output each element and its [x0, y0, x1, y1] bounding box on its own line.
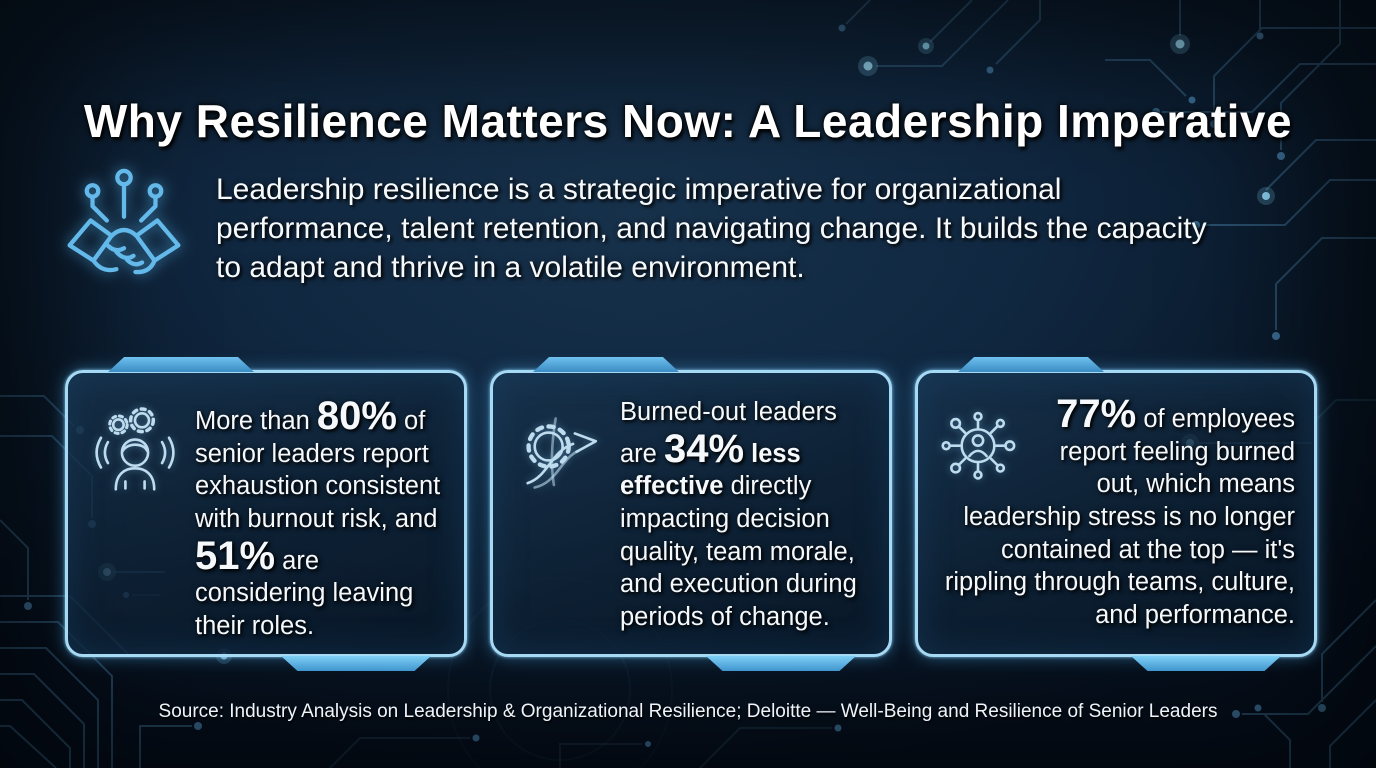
stat-card-leader-effectiveness: Burned-out leaders are 34% less effectiv… [489, 357, 893, 672]
stat-card-text: 77% of employees report feeling burned o… [944, 392, 1295, 629]
card-bottom-accent [1131, 656, 1281, 671]
slide-title: Why Resilience Matters Now: A Leadership… [83, 95, 1293, 147]
network-spread-icon [941, 411, 1016, 480]
stat-card-employee-burnout: 77% of employees report feeling burned o… [914, 357, 1318, 672]
handshake-circuit-icon [67, 168, 181, 275]
card-bottom-accent [706, 656, 856, 671]
stat-card-text: Burned-out leaders are 34% less effectiv… [620, 398, 857, 631]
card-bottom-accent [281, 656, 431, 671]
card-top-accent [533, 357, 679, 372]
source-citation: Source: Industry Analysis on Leadership … [158, 701, 1218, 722]
stressed-leader-icon [95, 407, 175, 491]
stat-cards-row: More than 80% of senior leaders report e… [64, 357, 1318, 672]
stat-card-senior-leaders: More than 80% of senior leaders report e… [64, 357, 468, 672]
card-top-accent [108, 357, 254, 372]
declining-gear-arrow-icon [526, 417, 598, 489]
card-top-accent [958, 357, 1104, 372]
stat-card-text: More than 80% of senior leaders report e… [195, 394, 441, 640]
intro-section: Leadership resilience is a strategic imp… [62, 164, 1252, 298]
card-frame [490, 370, 892, 657]
intro-text: Leadership resilience is a strategic imp… [216, 173, 1207, 284]
